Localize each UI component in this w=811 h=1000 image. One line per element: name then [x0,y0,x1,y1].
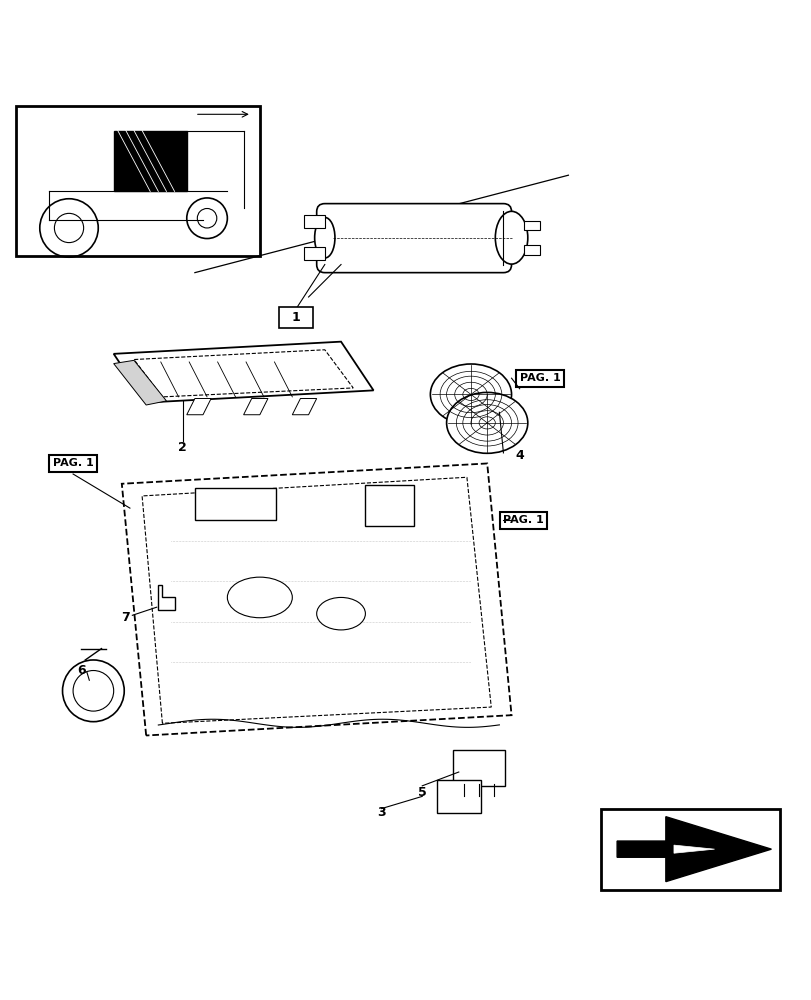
Ellipse shape [430,364,511,425]
Bar [304,247,324,260]
Ellipse shape [316,597,365,630]
Bar [195,488,276,520]
Text: 1: 1 [292,311,300,324]
Polygon shape [134,350,353,397]
Polygon shape [114,342,373,403]
Text: PAG. 1: PAG. 1 [53,458,93,468]
Ellipse shape [446,392,527,453]
FancyBboxPatch shape [453,750,504,786]
Bar [365,485,414,526]
FancyBboxPatch shape [316,204,511,273]
Text: 7: 7 [122,611,130,624]
Polygon shape [142,477,491,723]
Bar [600,809,779,890]
Polygon shape [114,131,187,191]
Text: PAG. 1: PAG. 1 [519,373,560,383]
Text: 5: 5 [418,786,426,799]
Bar [523,221,539,230]
Polygon shape [616,817,770,882]
Text: 6: 6 [77,664,85,677]
Ellipse shape [315,217,334,258]
Bar [523,245,539,255]
Polygon shape [122,463,511,735]
Text: 2: 2 [178,441,187,454]
Polygon shape [243,398,268,415]
Polygon shape [292,398,316,415]
Polygon shape [114,360,166,405]
FancyBboxPatch shape [279,307,313,328]
Bar [304,215,324,228]
FancyBboxPatch shape [436,780,480,813]
Polygon shape [673,845,714,853]
Ellipse shape [227,577,292,618]
Ellipse shape [495,211,527,264]
Text: 3: 3 [377,806,385,819]
Text: 4: 4 [515,449,523,462]
Polygon shape [158,585,174,610]
Polygon shape [187,398,211,415]
Text: PAG. 1: PAG. 1 [503,515,543,525]
Bar [16,106,260,256]
